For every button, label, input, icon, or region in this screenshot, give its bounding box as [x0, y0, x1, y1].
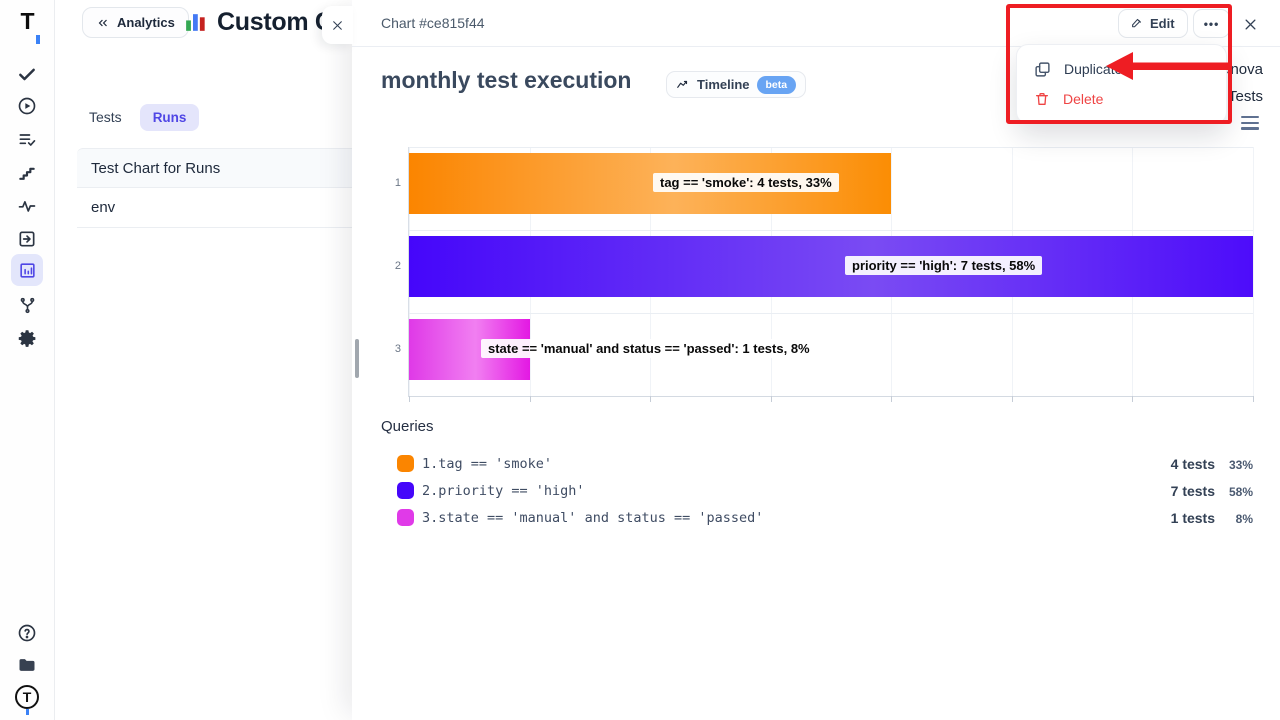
double-chevron-left-icon [98, 19, 107, 26]
beta-badge: beta [756, 75, 797, 94]
back-to-analytics-button[interactable]: Analytics [82, 7, 189, 38]
query-text: state == 'manual' and status == 'passed' [438, 510, 764, 526]
partially-hidden-text-anova: anova [1222, 61, 1263, 78]
tests-runs-tabs: Tests Runs [85, 103, 200, 131]
duplicate-label: Duplicate [1064, 61, 1123, 77]
query-number: 3. [422, 510, 439, 526]
more-options-button[interactable]: ••• [1193, 9, 1230, 38]
timeline-toggle-button[interactable]: Timeline beta [666, 71, 807, 98]
testomat-logo-icon[interactable]: T [0, 8, 55, 44]
query-swatch-purple [397, 482, 414, 499]
trend-line-icon [677, 80, 688, 88]
query-text: tag == 'smoke' [438, 456, 553, 472]
folder-icon[interactable] [15, 653, 39, 677]
query-swatch-orange [397, 455, 414, 472]
bar-chart-plot: 1 2 3 tag == 'smoke': 4 tests, 33% prior… [395, 147, 1254, 402]
bar-label-1: tag == 'smoke': 4 tests, 33% [653, 173, 839, 192]
close-icon [1245, 19, 1255, 29]
query-number: 2. [422, 483, 439, 499]
category-label-3: 3 [394, 343, 401, 355]
back-button-label: Analytics [117, 15, 175, 30]
play-circle-icon[interactable] [15, 94, 39, 118]
query-swatch-magenta [397, 509, 414, 526]
steps-icon[interactable] [15, 161, 39, 185]
pencil-icon [1132, 18, 1142, 28]
query-percent: 33% [1228, 458, 1253, 472]
query-tests-count: 1 tests [1170, 510, 1215, 526]
ellipsis-icon: ••• [1203, 16, 1220, 31]
trash-icon [1036, 93, 1048, 105]
bar-label-3: state == 'manual' and status == 'passed'… [481, 339, 817, 358]
tab-tests[interactable]: Tests [89, 109, 122, 125]
scrollbar-thumb[interactable] [355, 339, 359, 378]
drawer-close-button[interactable] [322, 6, 353, 44]
queries-heading: Queries [381, 418, 434, 435]
box-arrow-icon[interactable] [15, 227, 39, 251]
query-row-3: 3.state == 'manual' and status == 'passe… [397, 509, 1253, 529]
app-sidebar: T T [0, 0, 55, 720]
bar-priority-high[interactable] [409, 236, 1253, 297]
edit-button[interactable]: Edit [1118, 9, 1188, 38]
help-circle-icon[interactable] [15, 621, 39, 645]
chart-options-menu: Duplicate Delete [1016, 44, 1227, 124]
delete-label: Delete [1063, 91, 1104, 107]
duplicate-icon [1035, 61, 1050, 77]
query-number: 1. [422, 456, 439, 472]
chart-drawer: Chart #ce815f44 Edit ••• anova Tests Dup… [322, 0, 1280, 720]
category-label-1: 1 [394, 177, 401, 189]
git-branch-icon[interactable] [15, 293, 39, 317]
colored-bar-chart-icon [186, 14, 205, 31]
list-check-icon[interactable] [15, 128, 39, 152]
edit-button-label: Edit [1150, 16, 1175, 31]
menu-item-duplicate[interactable]: Duplicate [1017, 54, 1226, 84]
tab-runs[interactable]: Runs [139, 103, 200, 131]
partially-hidden-text-tests: Tests [1227, 88, 1263, 105]
query-text: priority == 'high' [438, 483, 585, 499]
query-percent: 58% [1228, 485, 1253, 499]
chart-name-title: monthly test execution [381, 67, 632, 93]
list-item-label: env [91, 199, 116, 216]
check-icon[interactable] [15, 62, 39, 86]
account-avatar[interactable]: T [15, 685, 39, 715]
query-tests-count: 4 tests [1170, 456, 1215, 472]
query-row-1: 1.tag == 'smoke' 4 tests 33% [397, 455, 1253, 475]
drawer-title: Chart #ce815f44 [381, 15, 485, 31]
category-label-2: 2 [394, 260, 401, 272]
pulse-icon[interactable] [15, 194, 39, 218]
drawer-close-x-button[interactable] [1240, 14, 1260, 34]
drawer-header: Chart #ce815f44 [352, 0, 1280, 47]
timeline-label: Timeline [697, 77, 750, 92]
query-percent: 8% [1235, 512, 1253, 526]
menu-item-delete[interactable]: Delete [1017, 84, 1226, 114]
analytics-icon-active[interactable] [11, 254, 43, 286]
close-icon [333, 20, 342, 30]
bar-label-2: priority == 'high': 7 tests, 58% [845, 256, 1043, 275]
query-row-2: 2.priority == 'high' 7 tests 58% [397, 482, 1253, 502]
gear-icon[interactable] [15, 326, 39, 350]
hamburger-menu-icon[interactable] [1241, 116, 1259, 133]
query-tests-count: 7 tests [1170, 483, 1215, 499]
list-item-label: Test Chart for Runs [91, 159, 221, 177]
